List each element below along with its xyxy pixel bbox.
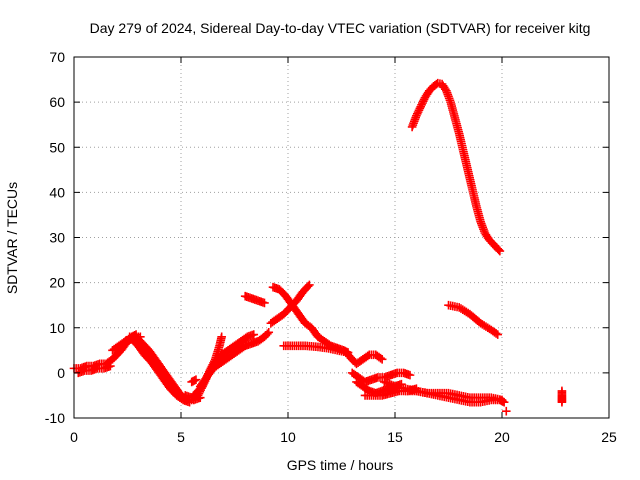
series-track-12 [266, 280, 314, 328]
axes: 0 5 10 15 20 25 -10 0 10 20 30 40 50 60 70 [45, 49, 617, 445]
x-tick-label: 25 [601, 429, 617, 445]
data-point [303, 281, 313, 291]
series-track-8 [195, 327, 274, 391]
series-track-20 [407, 78, 505, 256]
x-tick-label: 0 [70, 429, 78, 445]
series-track-21 [444, 300, 503, 339]
data-point [495, 246, 505, 256]
data-point [497, 395, 507, 405]
series-track-14 [343, 350, 387, 369]
series-track-9 [187, 375, 201, 387]
data-marks [69, 78, 567, 416]
data-point [106, 361, 115, 371]
series-track-19 [401, 386, 507, 405]
series-track-22 [501, 406, 511, 416]
data-point [305, 280, 314, 290]
data-point [260, 298, 269, 308]
y-tick-label: 20 [49, 275, 65, 291]
data-point [494, 245, 504, 255]
y-tick-label: 30 [49, 230, 65, 246]
x-tick-label: 5 [177, 429, 185, 445]
data-point [405, 370, 415, 380]
data-point [263, 329, 272, 339]
data-point [501, 406, 511, 416]
x-tick-label: 15 [387, 429, 403, 445]
x-tick-label: 10 [280, 429, 296, 445]
data-point [377, 355, 387, 364]
y-tick-label: 0 [57, 365, 65, 381]
y-tick-label: 10 [49, 320, 65, 336]
y-tick-label: 50 [49, 139, 65, 155]
series-track-5 [121, 334, 194, 407]
x-axis-label: GPS time / hours [287, 457, 394, 473]
y-axis-label: SDTVAR / TECUs [4, 182, 20, 294]
series-track-10 [240, 291, 269, 308]
data-point [191, 375, 201, 384]
y-tick-label: 40 [49, 184, 65, 200]
grid [74, 57, 609, 418]
chart-title: Day 279 of 2024, Sidereal Day-to-day VTE… [90, 20, 591, 36]
y-tick-label: 60 [49, 94, 65, 110]
data-point [493, 330, 503, 339]
data-point [557, 397, 567, 407]
series-track-23 [557, 386, 567, 407]
data-point [264, 327, 274, 337]
y-tick-label: -10 [45, 410, 65, 426]
x-tick-label: 20 [494, 429, 510, 445]
data-point [249, 330, 259, 339]
series-track-13 [279, 341, 353, 357]
y-tick-label: 70 [49, 49, 65, 65]
data-point [217, 332, 226, 342]
